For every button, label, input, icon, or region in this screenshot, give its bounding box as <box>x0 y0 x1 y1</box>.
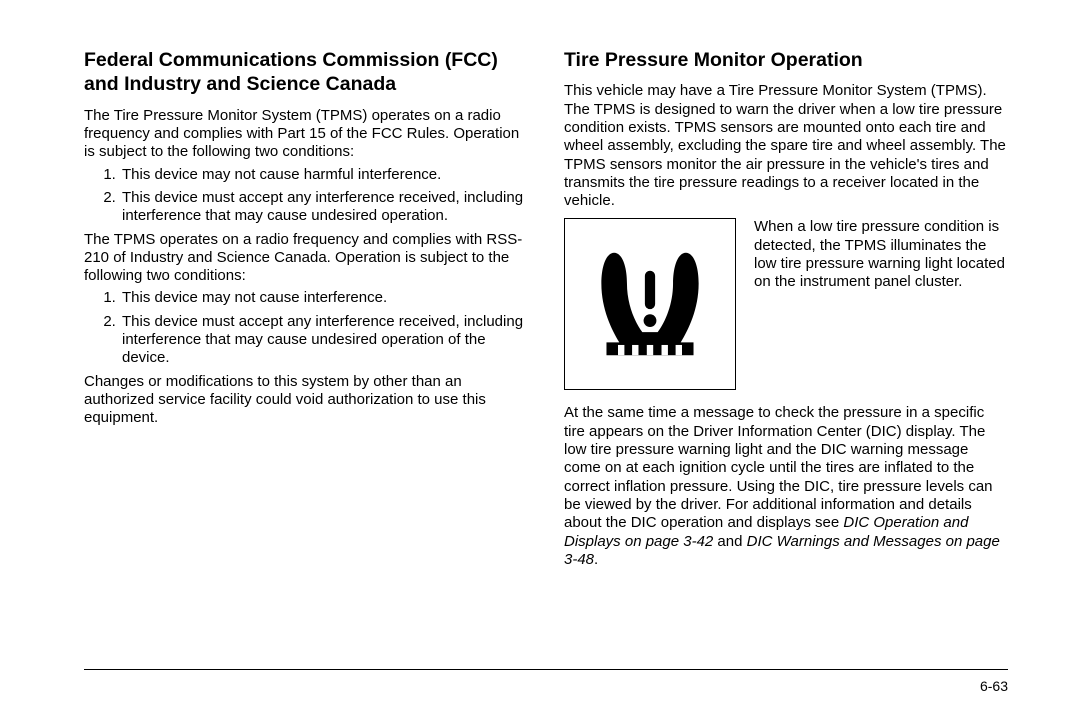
left-heading: Federal Communications Commission (FCC) … <box>84 48 528 97</box>
list2-item1: This device may not cause interference. <box>120 289 528 307</box>
tpms-icon-caption: When a low tire pressure condition is de… <box>754 218 1008 291</box>
right-p2a: At the same time a message to check the … <box>564 404 993 531</box>
page-columns: Federal Communications Commission (FCC) … <box>84 48 1008 653</box>
left-list1: This device may not cause harmful interf… <box>84 166 528 226</box>
left-p2: The TPMS operates on a radio frequency a… <box>84 231 528 286</box>
right-p2: At the same time a message to check the … <box>564 404 1008 569</box>
right-p2b: and <box>713 533 746 550</box>
list1-item2: This device must accept any interference… <box>120 189 528 226</box>
tpms-icon-row: When a low tire pressure condition is de… <box>564 218 1008 390</box>
left-p3: Changes or modifications to this system … <box>84 373 528 428</box>
right-heading: Tire Pressure Monitor Operation <box>564 48 1008 72</box>
left-column: Federal Communications Commission (FCC) … <box>84 48 528 653</box>
page-number: 6-63 <box>980 678 1008 694</box>
left-list2: This device may not cause interference. … <box>84 289 528 367</box>
list2-item2: This device must accept any interference… <box>120 313 528 368</box>
footer-rule <box>84 669 1008 670</box>
list1-item1: This device may not cause harmful interf… <box>120 166 528 184</box>
left-p1: The Tire Pressure Monitor System (TPMS) … <box>84 107 528 162</box>
tpms-icon-box <box>564 218 736 390</box>
right-p2c: . <box>594 551 598 568</box>
tpms-warning-icon <box>586 240 714 368</box>
right-p1: This vehicle may have a Tire Pressure Mo… <box>564 82 1008 210</box>
right-column: Tire Pressure Monitor Operation This veh… <box>564 48 1008 653</box>
